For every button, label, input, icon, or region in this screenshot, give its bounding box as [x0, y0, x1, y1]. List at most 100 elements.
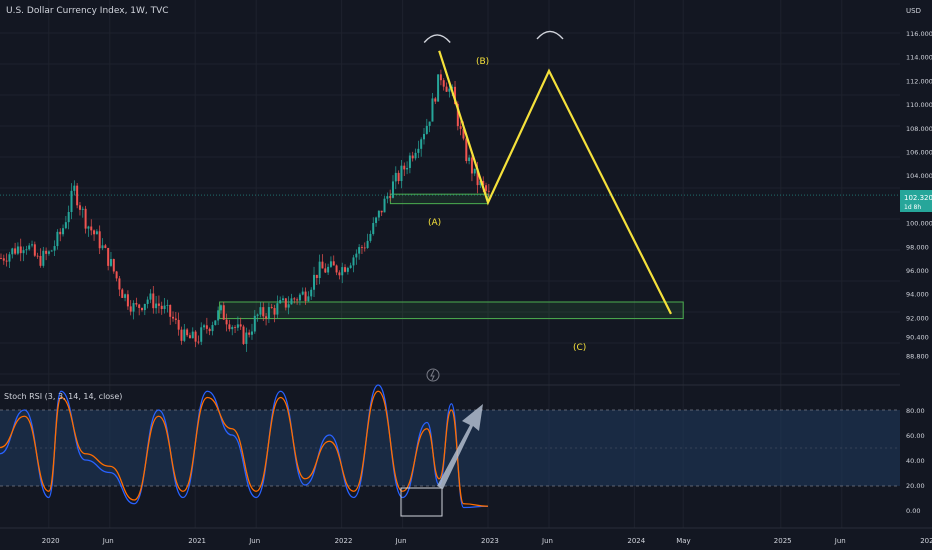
time-tick-label: 2023 — [481, 537, 499, 545]
candle-body — [411, 155, 414, 159]
candle-body — [256, 314, 259, 316]
candle-body — [290, 298, 293, 305]
time-tick-label: Jun — [395, 537, 407, 545]
candle-body — [217, 310, 220, 321]
candle-body — [197, 341, 200, 343]
candle-body — [42, 250, 45, 266]
candle-body — [394, 172, 397, 182]
time-tick-label: 2022 — [335, 537, 353, 545]
candle-body — [191, 331, 194, 339]
candle-body — [332, 261, 335, 266]
candle-body — [135, 303, 138, 305]
lightning-icon[interactable] — [426, 368, 440, 382]
candle-body — [59, 231, 62, 235]
candle-body — [287, 304, 290, 308]
candle-body — [25, 249, 28, 251]
candle-body — [408, 155, 411, 168]
candle-body — [152, 293, 155, 309]
price-tick-label: 94.000 — [906, 291, 929, 299]
candle-body — [87, 226, 90, 229]
price-tick-label: 90.400 — [906, 333, 929, 341]
candle-body — [259, 307, 262, 315]
candle-body — [380, 210, 383, 213]
candle-body — [468, 157, 471, 162]
time-tick-label: 2020 — [42, 537, 60, 545]
candle-body — [0, 258, 2, 259]
candle-body — [228, 324, 231, 330]
candle-body — [132, 303, 135, 312]
candle-body — [219, 305, 222, 311]
price-tick-label: 96.000 — [906, 267, 929, 275]
price-tick-label: 116.000 — [906, 30, 932, 38]
time-tick-label: May — [676, 537, 690, 545]
price-tick-label: 110.000 — [906, 101, 932, 109]
time-tick-label: Jun — [541, 537, 553, 545]
candle-body — [172, 316, 175, 319]
candle-body — [118, 278, 121, 290]
candle-body — [250, 331, 253, 335]
candle-body — [64, 222, 67, 229]
candle-body — [245, 332, 248, 344]
candle-body — [19, 246, 22, 254]
candle-body — [211, 325, 214, 332]
candle-body — [406, 167, 409, 170]
candle-body — [121, 289, 124, 298]
time-tick-label: 2024 — [627, 537, 645, 545]
candle-body — [414, 152, 417, 159]
candle-body — [67, 211, 70, 223]
candle-body — [93, 230, 96, 235]
stoch-rsi-lines — [0, 384, 489, 509]
candle-body — [16, 246, 19, 254]
candle-body — [321, 261, 324, 269]
candle-body — [56, 231, 59, 247]
candle-body — [81, 208, 84, 210]
candle-body — [267, 307, 270, 319]
candle-body — [262, 307, 265, 317]
candle-body — [39, 255, 42, 266]
price-axis[interactable]: 116.000 114.000 112.000 110.000 108.000 106.0… — [900, 0, 932, 528]
osc-tick-label: 20.00 — [906, 482, 925, 490]
candle-body — [400, 165, 403, 182]
candle-body — [31, 244, 34, 246]
candle-body — [315, 274, 318, 279]
candle-body — [355, 253, 358, 258]
support-zones — [219, 193, 684, 320]
price-tick-label: 112.000 — [906, 77, 932, 85]
candle-body — [248, 332, 251, 335]
time-axis[interactable]: 2020 Jun 2021 Jun 2022 Jun 2023 Jun 2024 May 2025 J… — [42, 537, 932, 545]
osc-tick-label: 0.00 — [906, 507, 920, 515]
time-tick-label: 2026 — [920, 537, 932, 545]
candle-body — [45, 250, 48, 254]
osc-tick-label: 80.00 — [906, 407, 925, 415]
candle-body — [62, 228, 65, 235]
candle-body — [205, 325, 208, 329]
support-zone-2 — [219, 301, 684, 320]
candle-body — [98, 231, 101, 249]
candle-body — [423, 133, 425, 140]
candle-body — [358, 247, 361, 254]
last-price-value: 102.320 — [904, 194, 932, 202]
candle-body — [473, 168, 476, 174]
price-axis-bg — [900, 0, 932, 528]
candle-body — [442, 80, 445, 87]
oversold-box — [400, 487, 443, 517]
support-zone-1 — [389, 193, 489, 205]
candle-body — [214, 320, 217, 326]
candle-body — [160, 305, 163, 310]
time-tick-label: 2025 — [774, 537, 792, 545]
candle-body — [296, 299, 299, 301]
candle-body — [84, 208, 87, 229]
candle-body — [313, 274, 316, 290]
candle-body — [149, 293, 152, 300]
oscillator-title: Stoch RSI (3, 3, 14, 14, close) — [4, 392, 123, 401]
candle-body — [155, 303, 158, 309]
candle-body — [366, 240, 369, 248]
candle-body — [372, 222, 375, 234]
candle-body — [222, 305, 225, 320]
candle-body — [174, 318, 177, 320]
wave-label-a: (A) — [428, 218, 441, 228]
candle-body — [200, 327, 203, 342]
last-price-badge — [900, 190, 932, 212]
candle-body — [22, 250, 25, 254]
